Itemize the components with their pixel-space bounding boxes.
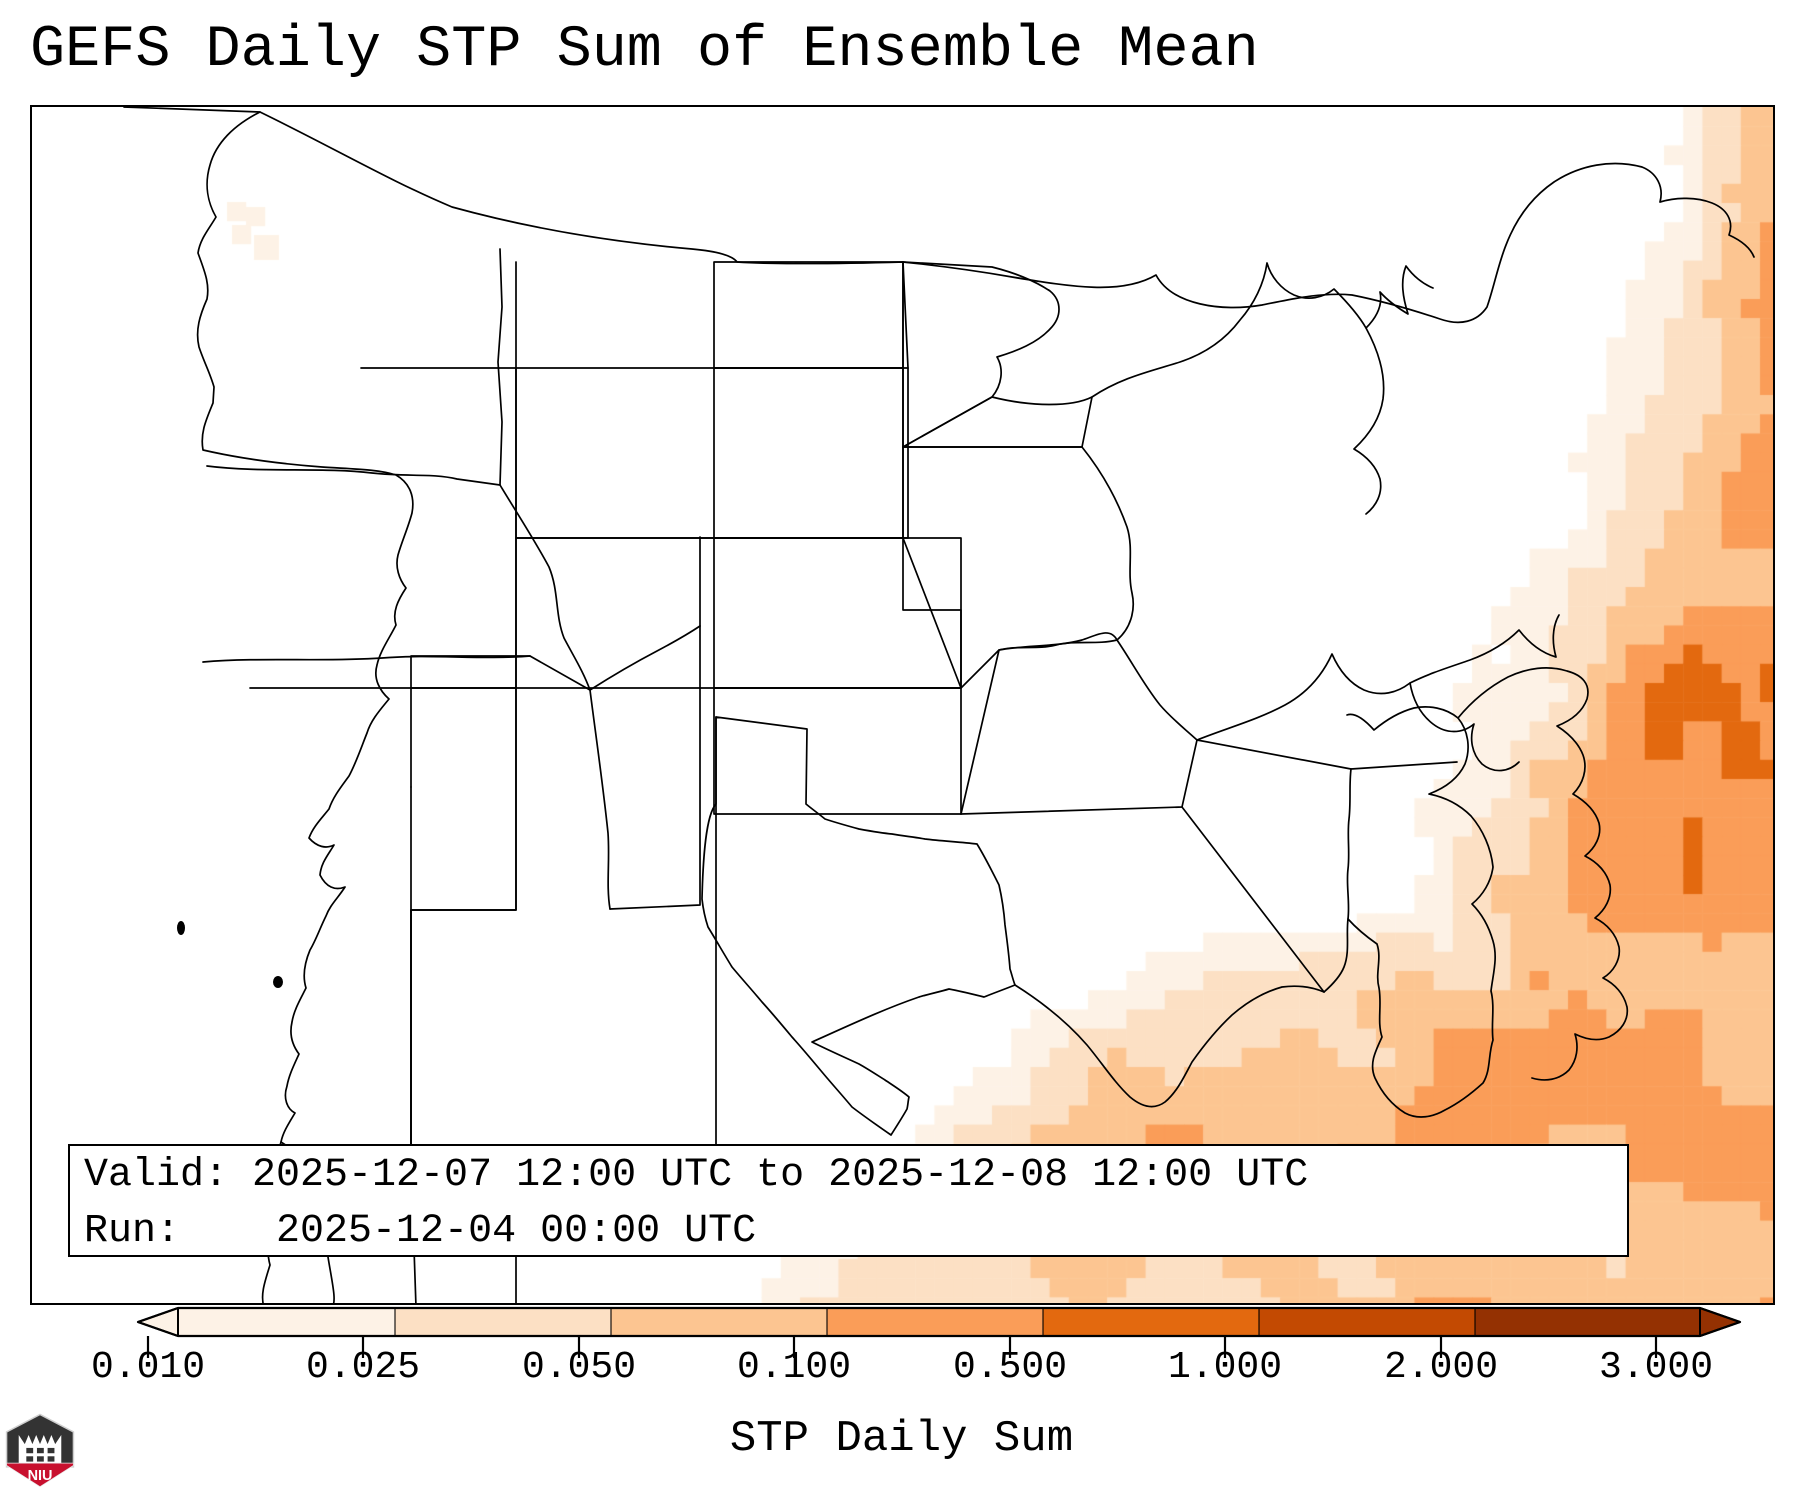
svg-text:NIU: NIU bbox=[28, 1468, 53, 1484]
